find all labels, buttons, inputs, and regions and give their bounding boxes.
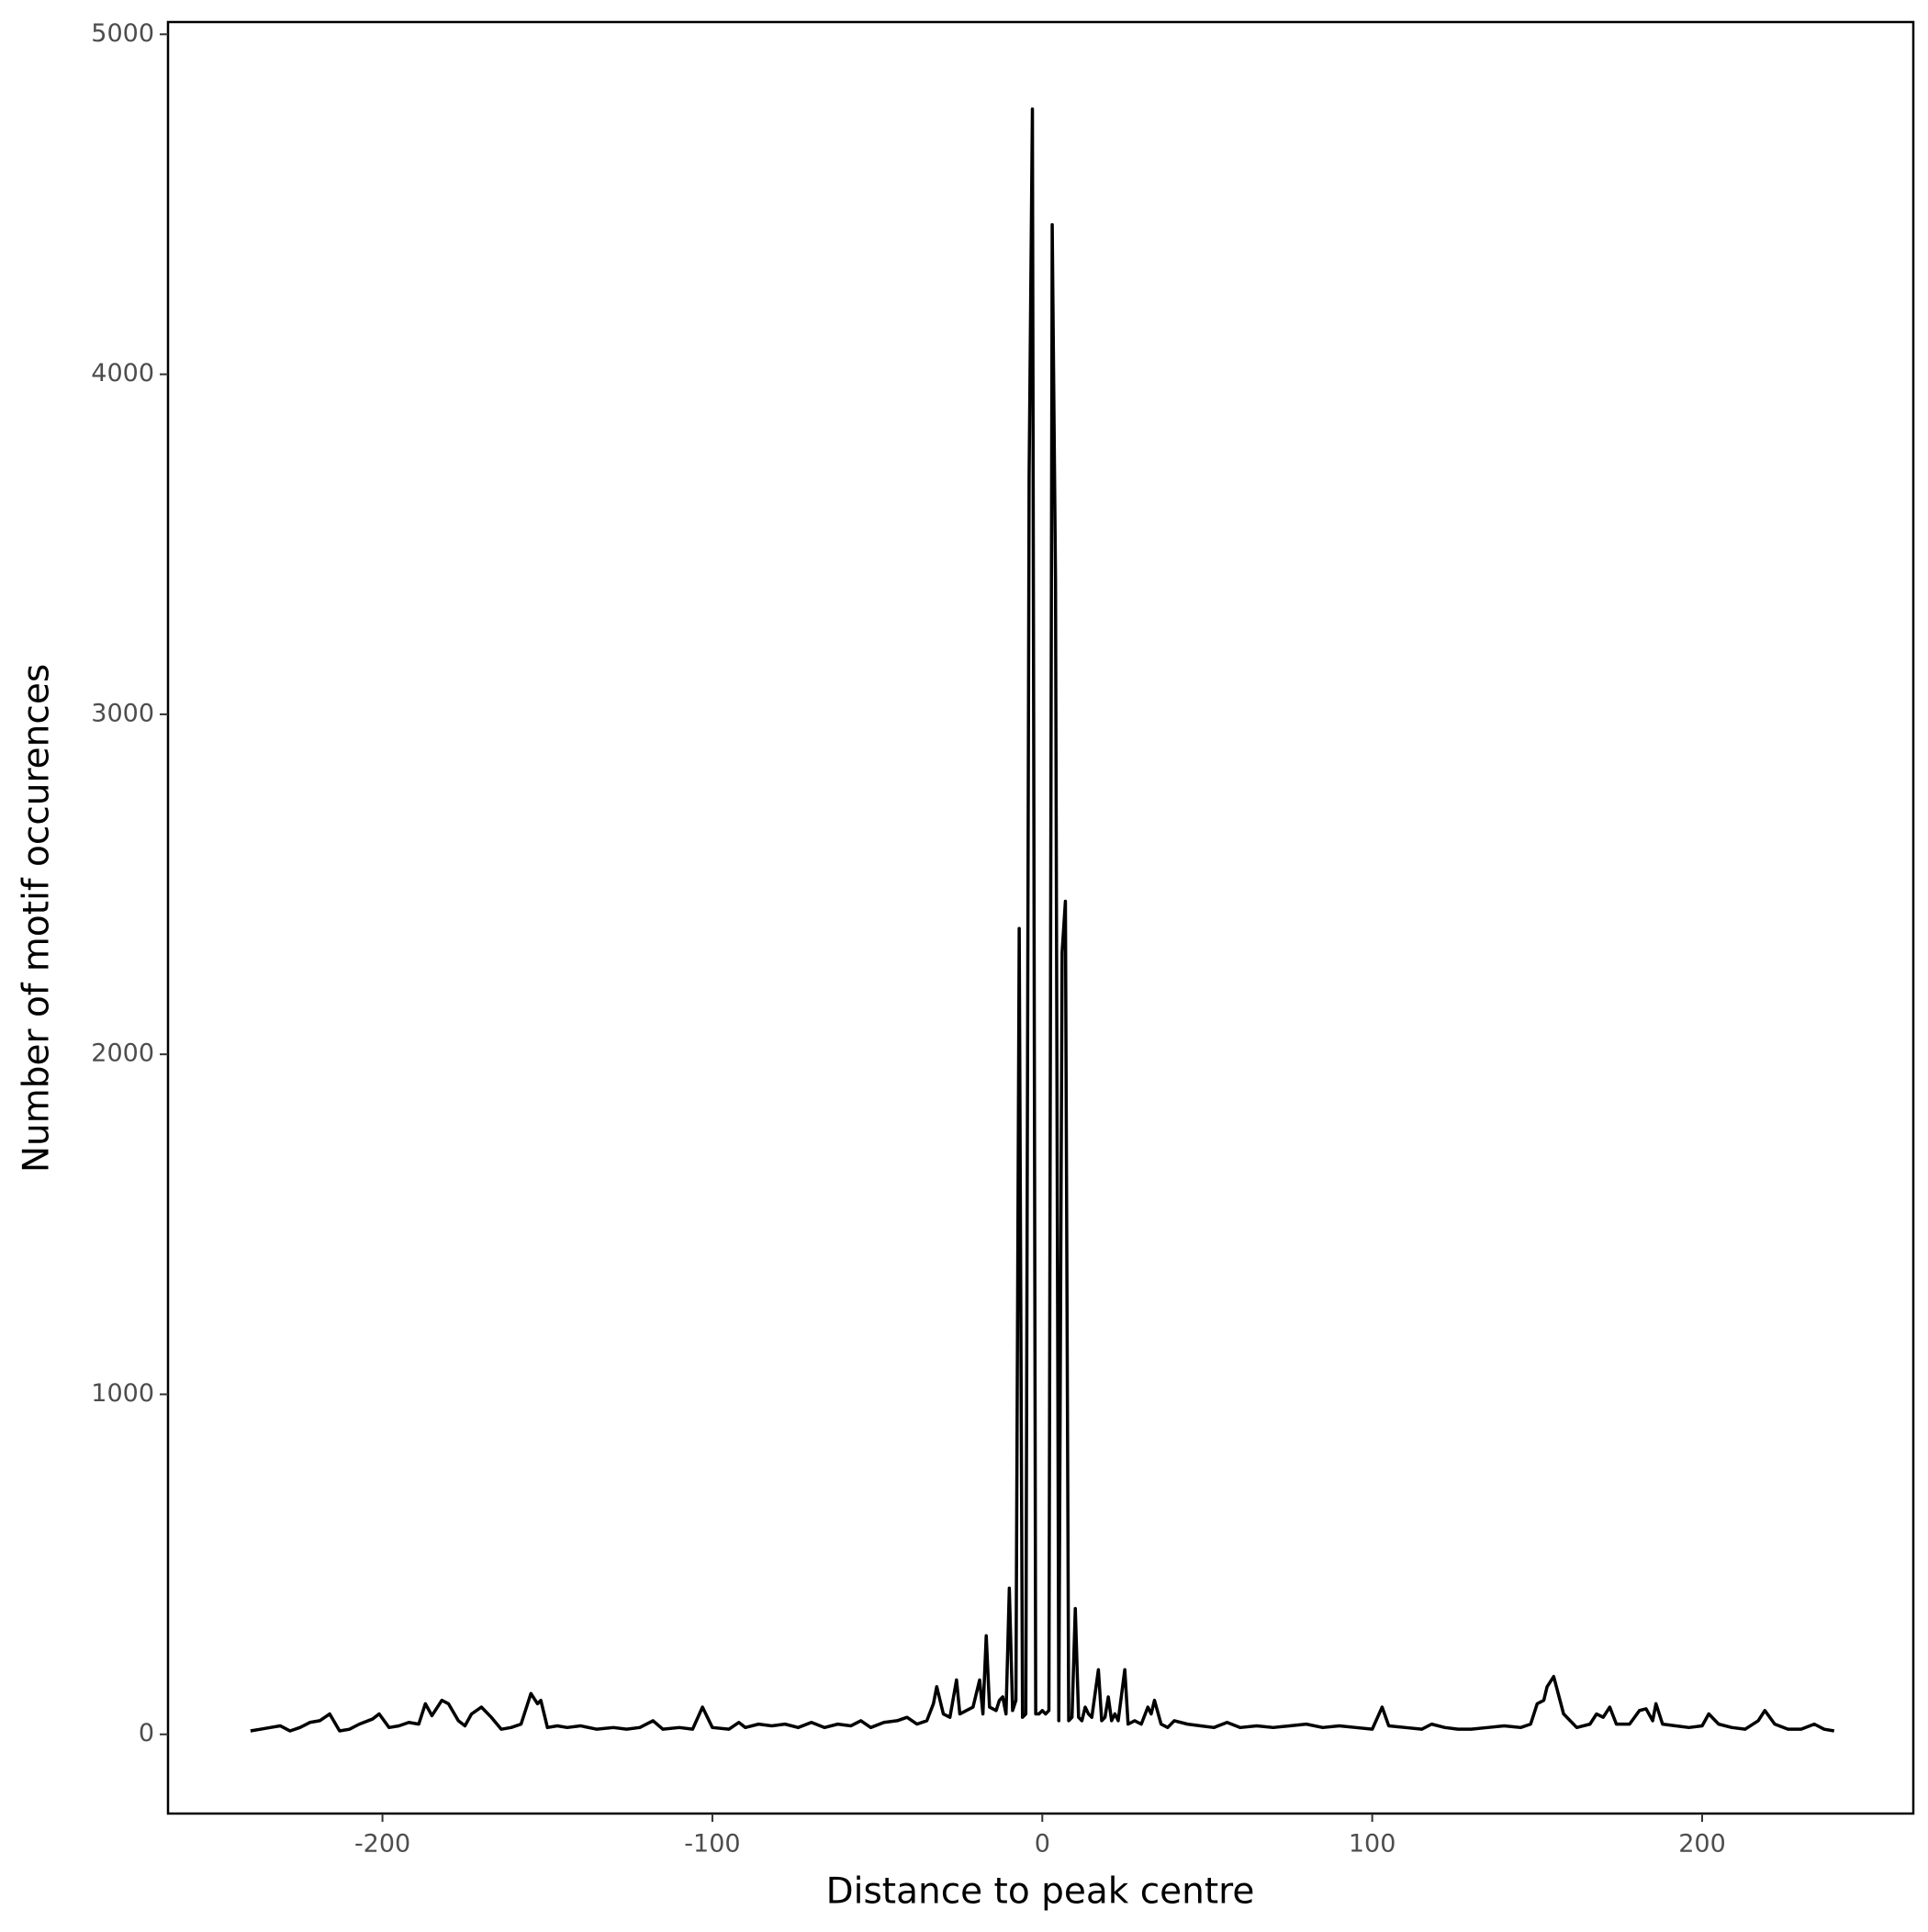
x-axis-title: Distance to peak centre: [826, 1871, 1255, 1913]
y-tick-label: 0: [139, 1719, 154, 1747]
data-line: [250, 107, 1835, 1733]
x-tick-label: 100: [1349, 1830, 1396, 1859]
y-tick-label: 5000: [91, 19, 154, 48]
y-tick-label: 2000: [91, 1039, 154, 1068]
x-tick-label: -200: [354, 1830, 410, 1859]
y-tick-label: 3000: [91, 699, 154, 727]
y-tick-label: 1000: [91, 1379, 154, 1408]
y-tick-label: 4000: [91, 359, 154, 388]
x-tick-label: 0: [1035, 1830, 1050, 1859]
y-axis-title: Number of motif occurences: [17, 664, 58, 1173]
panel-border: [166, 20, 1915, 1815]
x-tick-label: 200: [1678, 1830, 1726, 1859]
x-tick-label: -100: [684, 1830, 740, 1859]
